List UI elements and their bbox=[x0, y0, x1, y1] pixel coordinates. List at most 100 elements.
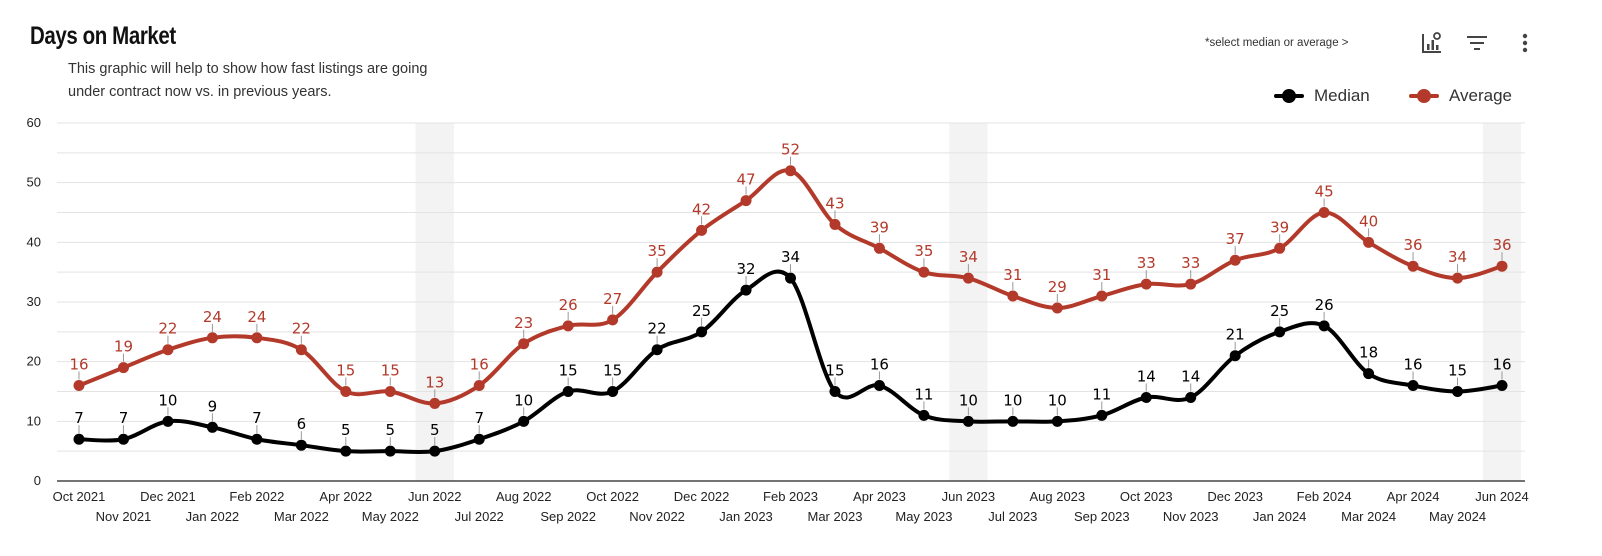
legend-item-average[interactable]: Average bbox=[1409, 85, 1512, 107]
x-tick-label: Jan 2022 bbox=[186, 509, 240, 524]
data-label-average: 42 bbox=[692, 200, 711, 218]
data-label-average: 39 bbox=[870, 218, 889, 236]
data-label-median: 10 bbox=[158, 391, 177, 409]
data-label-median: 21 bbox=[1226, 326, 1245, 344]
data-label-average: 34 bbox=[1448, 248, 1467, 266]
data-label-median: 14 bbox=[1181, 367, 1200, 385]
data-point-average bbox=[1051, 302, 1063, 314]
data-label-median: 7 bbox=[474, 409, 484, 427]
data-label-average: 24 bbox=[203, 308, 222, 326]
data-label-median: 16 bbox=[870, 356, 889, 374]
data-point-median bbox=[1229, 350, 1241, 362]
series-line-median bbox=[77, 269, 1504, 455]
x-tick-label: May 2024 bbox=[1429, 509, 1486, 524]
data-point-median bbox=[740, 284, 752, 296]
data-label-average: 24 bbox=[247, 308, 266, 326]
data-point-average bbox=[1229, 254, 1241, 266]
description-line-1: This graphic will help to show how fast … bbox=[68, 61, 428, 77]
data-point-average bbox=[1140, 278, 1152, 290]
page-title: Days on Market bbox=[30, 22, 176, 50]
x-tick-label: Aug 2023 bbox=[1029, 489, 1085, 504]
x-tick-label: Oct 2022 bbox=[586, 489, 639, 504]
data-point-average bbox=[785, 165, 796, 177]
data-point-median bbox=[785, 272, 796, 284]
data-point-median bbox=[1363, 368, 1375, 380]
data-point-median bbox=[117, 433, 129, 445]
data-point-median bbox=[607, 386, 619, 397]
data-label-median: 16 bbox=[1492, 356, 1511, 374]
y-tick-label: 20 bbox=[27, 354, 41, 369]
data-point-average bbox=[918, 266, 930, 278]
x-tick-label: Aug 2022 bbox=[496, 489, 552, 504]
series-line-average bbox=[77, 168, 1504, 406]
data-point-median bbox=[1496, 380, 1508, 392]
data-label-average: 43 bbox=[825, 194, 844, 212]
data-label-average: 27 bbox=[603, 290, 622, 308]
data-point-average bbox=[1007, 290, 1019, 302]
data-point-average bbox=[1452, 272, 1464, 284]
data-label-average: 23 bbox=[514, 314, 533, 332]
data-point-average bbox=[696, 224, 708, 236]
x-tick-label: May 2022 bbox=[362, 509, 419, 524]
legend-item-median[interactable]: Median bbox=[1274, 85, 1370, 107]
y-tick-label: 50 bbox=[27, 175, 41, 190]
data-label-median: 9 bbox=[208, 397, 218, 415]
x-tick-label: Oct 2023 bbox=[1120, 489, 1173, 504]
data-label-median: 26 bbox=[1315, 296, 1334, 314]
more-options-button[interactable] bbox=[1512, 30, 1538, 56]
data-point-average bbox=[473, 380, 485, 392]
data-label-median: 5 bbox=[341, 421, 351, 439]
data-label-average: 45 bbox=[1315, 183, 1334, 201]
data-label-average: 31 bbox=[1092, 266, 1111, 284]
data-point-average bbox=[1407, 260, 1419, 272]
data-label-average: 47 bbox=[736, 171, 755, 189]
data-point-median bbox=[1185, 391, 1197, 403]
x-tick-label: Mar 2022 bbox=[274, 509, 329, 524]
x-tick-label: Dec 2021 bbox=[140, 489, 196, 504]
data-label-median: 25 bbox=[1270, 302, 1289, 320]
data-point-average bbox=[251, 332, 263, 344]
x-tick-label: Nov 2023 bbox=[1163, 509, 1219, 524]
data-label-average: 16 bbox=[69, 356, 88, 374]
data-label-average: 31 bbox=[1003, 266, 1022, 284]
chart-settings-icon bbox=[1422, 32, 1441, 53]
x-tick-label: Dec 2022 bbox=[674, 489, 730, 504]
data-label-median: 11 bbox=[1092, 385, 1111, 403]
data-label-average: 16 bbox=[470, 356, 489, 374]
data-point-average bbox=[1318, 207, 1330, 218]
data-label-median: 7 bbox=[252, 409, 262, 427]
data-point-median bbox=[162, 415, 174, 427]
x-tick-label: Jan 2024 bbox=[1253, 509, 1307, 524]
filter-button[interactable] bbox=[1464, 30, 1490, 56]
x-tick-label: Mar 2024 bbox=[1341, 509, 1396, 524]
data-label-median: 10 bbox=[959, 391, 978, 409]
data-point-median bbox=[651, 344, 663, 356]
chart-settings-button[interactable] bbox=[1419, 30, 1445, 56]
data-label-average: 40 bbox=[1359, 212, 1378, 230]
data-label-average: 35 bbox=[648, 242, 667, 260]
x-tick-label: Jul 2022 bbox=[455, 509, 504, 524]
data-label-median: 6 bbox=[297, 415, 307, 433]
y-tick-label: 60 bbox=[27, 115, 41, 130]
legend-label-average: Average bbox=[1449, 86, 1513, 105]
data-point-median bbox=[1051, 415, 1063, 427]
x-tick-label: Mar 2023 bbox=[808, 509, 863, 524]
data-label-average: 34 bbox=[959, 248, 978, 266]
data-label-median: 10 bbox=[514, 391, 533, 409]
data-point-median bbox=[829, 386, 841, 397]
x-tick-label: Jun 2023 bbox=[942, 489, 996, 504]
data-point-median bbox=[340, 445, 352, 457]
data-point-median bbox=[73, 433, 85, 445]
x-tick-label: Nov 2021 bbox=[96, 509, 152, 524]
data-label-median: 25 bbox=[692, 302, 711, 320]
x-tick-label: Jul 2023 bbox=[988, 509, 1037, 524]
description-line-2: under contract now vs. in previous years… bbox=[68, 84, 332, 100]
data-label-median: 14 bbox=[1137, 367, 1156, 385]
data-label-average: 33 bbox=[1181, 254, 1200, 272]
x-tick-label: Feb 2024 bbox=[1297, 489, 1352, 504]
data-label-average: 36 bbox=[1492, 236, 1511, 254]
data-label-average: 22 bbox=[158, 320, 177, 338]
legend-label-median: Median bbox=[1314, 86, 1370, 105]
data-label-average: 52 bbox=[781, 141, 800, 159]
